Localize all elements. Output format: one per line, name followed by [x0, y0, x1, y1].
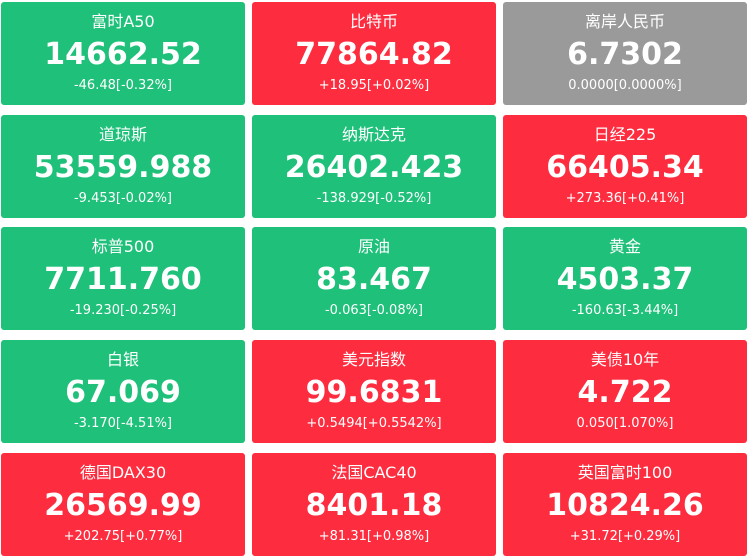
- quote-name: 白银: [106, 350, 139, 370]
- quote-tile[interactable]: 富时A50 14662.52 -46.48[-0.32%]: [1, 2, 245, 105]
- quote-price: 14662.52: [44, 37, 202, 72]
- quote-tile[interactable]: 原油 83.467 -0.063[-0.08%]: [252, 227, 496, 331]
- quote-tile[interactable]: 黄金 4503.37 -160.63[-3.44%]: [503, 227, 747, 331]
- quote-tile[interactable]: 白银 67.069 -3.170[-4.51%]: [1, 340, 245, 444]
- quote-name: 富时A50: [91, 12, 155, 31]
- quote-change: -160.63[-3.44%]: [571, 303, 679, 319]
- quote-tile[interactable]: 离岸人民币 6.7302 0.0000[0.0000%]: [503, 2, 747, 105]
- quote-change: -3.170[-4.51%]: [73, 416, 173, 432]
- quote-price: 26569.99: [44, 487, 202, 523]
- quote-price: 67.069: [65, 375, 181, 411]
- quote-tile[interactable]: 美元指数 99.6831 +0.5494[+0.5542%]: [252, 340, 496, 444]
- quote-name: 原油: [357, 237, 390, 257]
- quote-tile[interactable]: 美债10年 4.722 0.050[1.070%]: [503, 340, 747, 444]
- quote-name: 法国CAC40: [331, 462, 417, 482]
- quote-name: 黄金: [608, 237, 641, 257]
- quote-price: 66405.34: [546, 149, 704, 185]
- quote-price: 6.7302: [567, 37, 683, 72]
- quote-price: 7711.760: [44, 262, 202, 298]
- quote-name: 德国DAX30: [79, 462, 167, 482]
- quote-name: 离岸人民币: [584, 12, 665, 31]
- quote-price: 4.722: [577, 375, 673, 411]
- quote-tile[interactable]: 比特币 77864.82 +18.95[+0.02%]: [252, 2, 496, 105]
- quote-tile[interactable]: 德国DAX30 26569.99 +202.75[+0.77%]: [1, 452, 245, 556]
- quote-change: +0.5494[+0.5542%]: [306, 416, 442, 432]
- quote-price: 10824.26: [546, 487, 704, 523]
- quote-tile[interactable]: 日经225 66405.34 +273.36[+0.41%]: [503, 114, 747, 218]
- quote-price: 99.6831: [305, 375, 443, 411]
- quote-tile[interactable]: 英国富时100 10824.26 +31.72[+0.29%]: [503, 452, 747, 556]
- quote-change: -19.230[-0.25%]: [69, 303, 177, 319]
- quote-price: 4503.37: [556, 262, 694, 298]
- quote-name: 比特币: [349, 12, 398, 31]
- quote-change: +81.31[+0.98%]: [318, 528, 430, 544]
- quote-tile[interactable]: 道琼斯 53559.988 -9.453[-0.02%]: [1, 114, 245, 218]
- quote-change: 0.050[1.070%]: [576, 416, 674, 432]
- quote-change: -138.929[-0.52%]: [316, 190, 432, 206]
- quote-name: 标普500: [91, 237, 155, 257]
- quote-tile[interactable]: 纳斯达克 26402.423 -138.929[-0.52%]: [252, 114, 496, 218]
- quote-price: 77864.82: [295, 37, 453, 72]
- quote-change: +202.75[+0.77%]: [63, 528, 183, 544]
- quote-price: 26402.423: [284, 149, 464, 185]
- quote-price: 8401.18: [305, 487, 443, 523]
- quote-tile[interactable]: 法国CAC40 8401.18 +81.31[+0.98%]: [252, 452, 496, 556]
- quote-change: +273.36[+0.41%]: [565, 190, 685, 206]
- quote-name: 纳斯达克: [341, 124, 406, 144]
- quote-name: 美元指数: [341, 350, 406, 370]
- quote-price: 83.467: [316, 262, 432, 298]
- quote-price: 53559.988: [33, 149, 213, 185]
- quote-name: 道琼斯: [98, 124, 147, 144]
- quote-name: 英国富时100: [577, 462, 673, 482]
- quote-change: 0.0000[0.0000%]: [568, 78, 682, 93]
- quote-change: +31.72[+0.29%]: [569, 528, 681, 544]
- quote-change: -0.063[-0.08%]: [324, 303, 424, 319]
- quote-change: +18.95[+0.02%]: [318, 78, 430, 93]
- quote-name: 日经225: [593, 124, 657, 144]
- quote-tile[interactable]: 标普500 7711.760 -19.230[-0.25%]: [1, 227, 245, 331]
- quote-name: 美债10年: [590, 350, 660, 370]
- quote-change: -9.453[-0.02%]: [73, 190, 173, 206]
- quote-change: -46.48[-0.32%]: [73, 78, 173, 93]
